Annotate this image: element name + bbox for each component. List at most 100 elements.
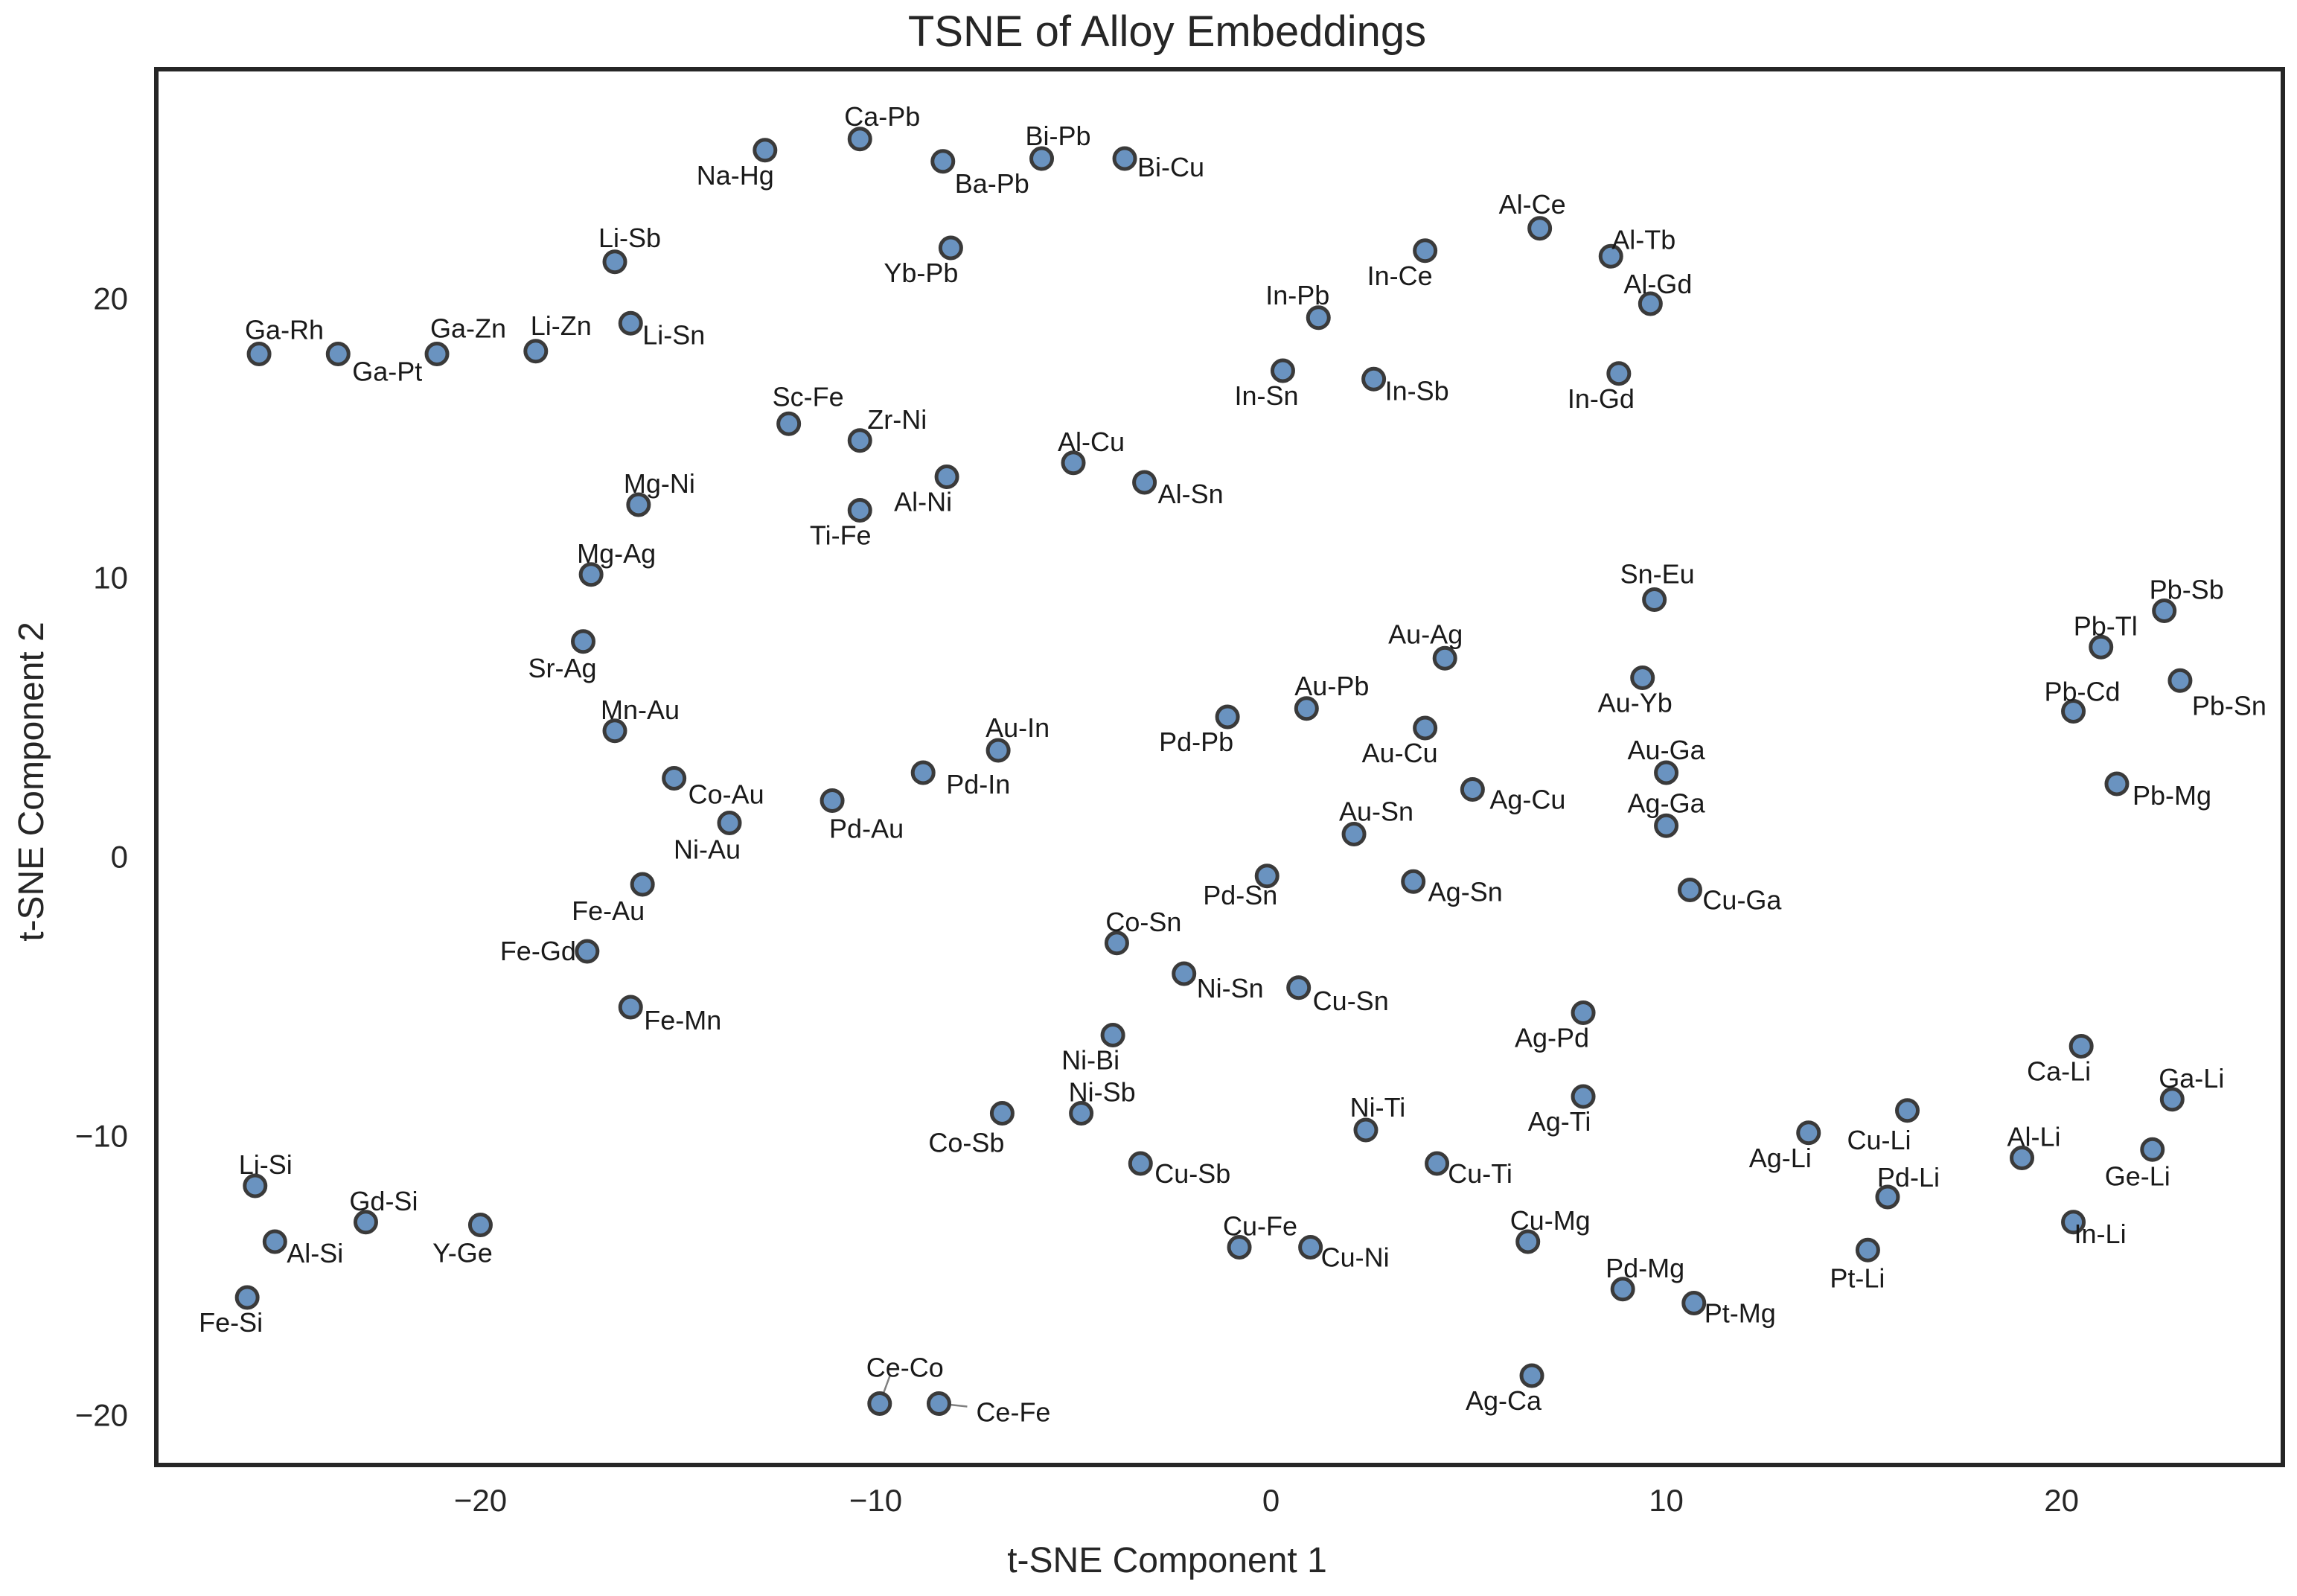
scatter-point	[1796, 1120, 1821, 1146]
point-label: Li-Sn	[642, 319, 705, 350]
point-label: Cu-Ni	[1321, 1242, 1390, 1273]
point-label: Pd-In	[946, 769, 1010, 799]
point-label: Gd-Si	[349, 1186, 418, 1216]
point-label: Pt-Mg	[1705, 1298, 1776, 1329]
point-label: Co-Sn	[1105, 907, 1181, 937]
scatter-point	[1642, 587, 1667, 612]
scatter-point	[1104, 931, 1129, 956]
scatter-point	[1515, 1229, 1541, 1254]
point-label: Fe-Gd	[500, 936, 576, 966]
scatter-point	[523, 339, 549, 364]
point-label: Li-Si	[239, 1149, 293, 1180]
scatter-point	[1571, 1000, 1596, 1025]
point-label: Cu-Sb	[1154, 1158, 1230, 1189]
scatter-point	[847, 498, 872, 523]
scatter-point	[618, 310, 643, 336]
scatter-point	[1571, 1084, 1596, 1109]
point-label: Ni-Ti	[1350, 1092, 1406, 1123]
x-axis-label: t-SNE Component 1	[1007, 1541, 1327, 1580]
plot-frame	[154, 67, 2285, 1467]
x-tick-label: 10	[1649, 1483, 1684, 1518]
point-label: Ag-Ga	[1628, 788, 1706, 818]
scatter-point	[1341, 822, 1367, 846]
point-label: Ba-Pb	[955, 168, 1029, 199]
scatter-point	[1172, 961, 1197, 986]
scatter-point	[820, 788, 845, 813]
scatter-point	[246, 342, 272, 366]
scatter-point	[467, 1213, 493, 1237]
scatter-point	[717, 811, 742, 835]
point-label: Au-Yb	[1598, 688, 1673, 718]
scatter-point	[1413, 238, 1438, 264]
scatter-point	[776, 411, 802, 436]
point-label: Pd-Sn	[1203, 880, 1277, 910]
scatter-point	[234, 1285, 260, 1310]
point-label: Fe-Si	[199, 1307, 263, 1338]
scatter-point	[2104, 771, 2130, 797]
scatter-point	[934, 465, 959, 489]
scatter-point	[602, 249, 627, 275]
scatter-point	[1654, 813, 1679, 838]
point-label: Pb-Cd	[2045, 677, 2121, 707]
point-label: Ca-Li	[2027, 1056, 2091, 1087]
point-label: Fe-Au	[572, 896, 645, 926]
point-label: Co-Au	[689, 779, 764, 810]
point-label: Al-Ni	[894, 487, 952, 517]
point-label: Cu-Mg	[1510, 1205, 1591, 1236]
scatter-point	[1855, 1237, 1880, 1263]
point-label: Sn-Eu	[1620, 559, 1695, 590]
point-label: Pb-Mg	[2133, 780, 2211, 811]
point-label: Co-Sb	[928, 1128, 1004, 1158]
scatter-point	[575, 939, 600, 964]
point-label: Bi-Cu	[1137, 152, 1204, 182]
x-axis-ticks: −20 −10 0 10 20	[454, 1483, 2079, 1518]
point-label: Au-Sn	[1339, 797, 1413, 827]
point-label: Ga-Rh	[245, 315, 324, 345]
point-label: Pb-Sb	[2150, 575, 2224, 605]
point-label: In-Pb	[1265, 280, 1329, 310]
point-label: Mn-Au	[601, 695, 680, 725]
point-label: Cu-Fe	[1223, 1211, 1297, 1242]
point-label: In-Sb	[1385, 375, 1449, 406]
point-label: Ni-Bi	[1061, 1045, 1119, 1076]
point-label: Cu-Sn	[1313, 986, 1389, 1016]
point-label: Yb-Pb	[884, 258, 958, 288]
point-label: Al-Gd	[1623, 269, 1692, 299]
scatter-point	[1681, 1291, 1707, 1315]
point-label: Ga-Li	[2159, 1063, 2224, 1094]
point-label: Zr-Ni	[867, 404, 927, 435]
point-label: In-Gd	[1568, 383, 1635, 414]
scatter-point	[1432, 645, 1457, 671]
label-leader-lines	[436, 345, 968, 1408]
point-label: Ge-Li	[2105, 1161, 2170, 1191]
point-label: Ni-Sn	[1197, 973, 1264, 1003]
scatter-point	[602, 718, 627, 744]
scatter-point	[847, 127, 872, 152]
scatter-point	[1286, 975, 1312, 1000]
point-label: Au-In	[985, 712, 1050, 743]
point-label: Y-Ge	[432, 1238, 493, 1268]
point-label: Ag-Ti	[1528, 1106, 1591, 1137]
point-label: Au-Ga	[1628, 735, 1706, 765]
x-tick-label: 20	[2044, 1483, 2079, 1518]
scatter-point	[1606, 361, 1632, 386]
scatter-point	[1610, 1277, 1635, 1302]
scatter-point	[1298, 1235, 1323, 1260]
scatter-point	[1413, 715, 1438, 741]
point-label: Pd-Au	[829, 814, 904, 844]
scatter-point	[1630, 665, 1655, 690]
scatter-point	[1029, 146, 1055, 171]
scatter-point	[1069, 1101, 1094, 1126]
scatter-point	[630, 872, 655, 897]
point-label: Ga-Pt	[352, 357, 422, 387]
point-label: Sc-Fe	[773, 381, 844, 412]
scatter-point	[1215, 704, 1240, 730]
point-label: Ag-Li	[1749, 1143, 1812, 1173]
scatter-point	[2061, 1210, 2086, 1235]
scatter-point	[2152, 598, 2177, 623]
scatter-point	[1654, 760, 1679, 785]
scatter-point	[1527, 216, 1553, 241]
scatter-point	[1254, 864, 1280, 889]
point-label: Bi-Pb	[1026, 121, 1091, 151]
scatter-point	[1895, 1098, 1920, 1123]
